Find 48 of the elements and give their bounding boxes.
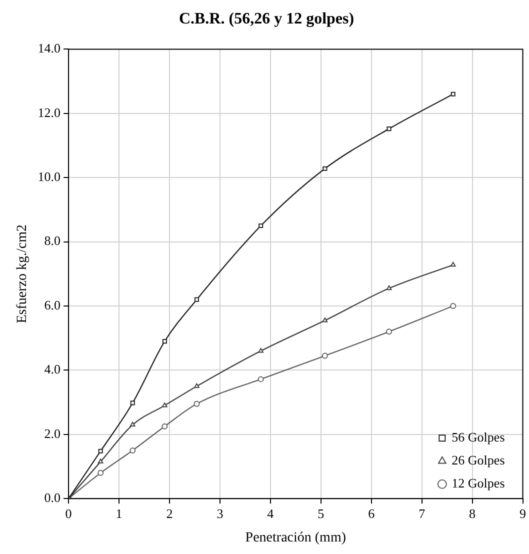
point [258, 376, 264, 382]
x-tick-label: 9 [520, 506, 526, 521]
legend-label: 26 Golpes [452, 452, 505, 468]
point [130, 422, 136, 427]
x-tick-label: 1 [116, 506, 122, 521]
point [258, 348, 264, 353]
legend-label: 12 Golpes [452, 476, 505, 491]
y-tick-label: 0.0 [44, 490, 61, 506]
point [450, 92, 456, 96]
x-tick-label: 4 [267, 506, 274, 521]
y-tick-label: 2.0 [44, 426, 61, 441]
y-axis-title: Esfuerzo kg./cm2 [15, 224, 30, 324]
x-tick-label: 2 [166, 506, 173, 521]
point [162, 402, 168, 408]
point [162, 339, 167, 344]
point [98, 458, 104, 464]
point [450, 303, 456, 309]
point [322, 352, 328, 359]
point [386, 328, 392, 335]
x-tick-label: 5 [318, 506, 324, 521]
point [130, 447, 136, 454]
x-tick-label: 3 [216, 506, 224, 521]
x-tick-label: 6 [368, 506, 376, 521]
point [322, 317, 328, 322]
point [162, 423, 168, 430]
y-tick-label: 6.0 [44, 297, 61, 312]
point [98, 448, 103, 454]
point [130, 400, 135, 406]
x-axis-title: Penetración (mm) [245, 530, 346, 546]
point [386, 126, 392, 132]
point [386, 285, 392, 290]
point [322, 166, 328, 171]
point [450, 262, 456, 267]
x-tick-label: 7 [418, 506, 426, 521]
point [194, 400, 200, 407]
chart-title: C.B.R. (56,26 y 12 golpes) [178, 10, 354, 28]
point [98, 470, 104, 476]
y-tick-label: 12.0 [38, 104, 61, 120]
x-tick-label: 8 [469, 506, 476, 521]
y-tick-label: 10.0 [38, 169, 61, 184]
y-tick-label: 8.0 [44, 233, 61, 248]
x-tick-label: 0 [65, 506, 72, 521]
point [258, 223, 264, 228]
legend-label: 56 Golpes [452, 430, 505, 445]
point [194, 383, 200, 388]
y-tick-label: 14.0 [38, 40, 61, 56]
point [194, 297, 200, 302]
y-tick-label: 4.0 [44, 362, 61, 377]
